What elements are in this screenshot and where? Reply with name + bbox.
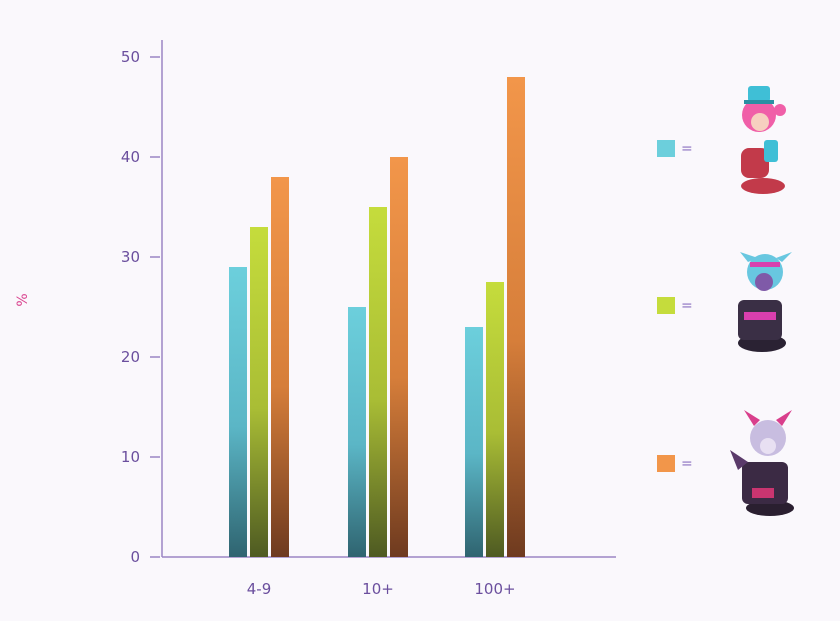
y-tick-label-3: 30	[121, 248, 140, 266]
x-tick-label-2: 100+	[474, 580, 515, 598]
y-ticks: 0 10 20 30 40 50	[121, 48, 160, 566]
bar-10+-series-1	[369, 207, 387, 557]
bar-100+-series-2	[507, 77, 525, 557]
legend-swatch-2	[657, 455, 675, 472]
legend-swatch-0	[657, 140, 675, 157]
champion-portrait-pink-hair-icon	[741, 86, 786, 194]
bar-10+-series-0	[348, 307, 366, 557]
legend: = = =	[657, 86, 794, 516]
bar-100+-series-1	[486, 282, 504, 557]
legend-swatch-1	[657, 297, 675, 314]
y-tick-label-0: 0	[130, 548, 140, 566]
x-ticks: 4-9 10+ 100+	[247, 580, 516, 598]
y-axis-label: %	[15, 293, 31, 306]
bar-4-9-series-2	[271, 177, 289, 557]
x-tick-label-1: 10+	[362, 580, 394, 598]
legend-text-2: =	[681, 456, 693, 472]
legend-text-1: =	[681, 298, 693, 314]
bars	[229, 77, 525, 557]
y-tick-label-5: 50	[121, 48, 140, 66]
x-tick-label-0: 4-9	[247, 580, 272, 598]
bar-100+-series-0	[465, 327, 483, 557]
y-tick-label-2: 20	[121, 348, 140, 366]
bar-10+-series-2	[390, 157, 408, 557]
bar-4-9-series-0	[229, 267, 247, 557]
champion-portrait-cyan-hair-icon	[738, 252, 792, 352]
legend-text-0: =	[681, 141, 693, 157]
y-tick-label-1: 10	[121, 448, 140, 466]
y-tick-label-4: 40	[121, 148, 140, 166]
champion-portrait-horned-icon	[730, 410, 794, 516]
bar-4-9-series-1	[250, 227, 268, 557]
